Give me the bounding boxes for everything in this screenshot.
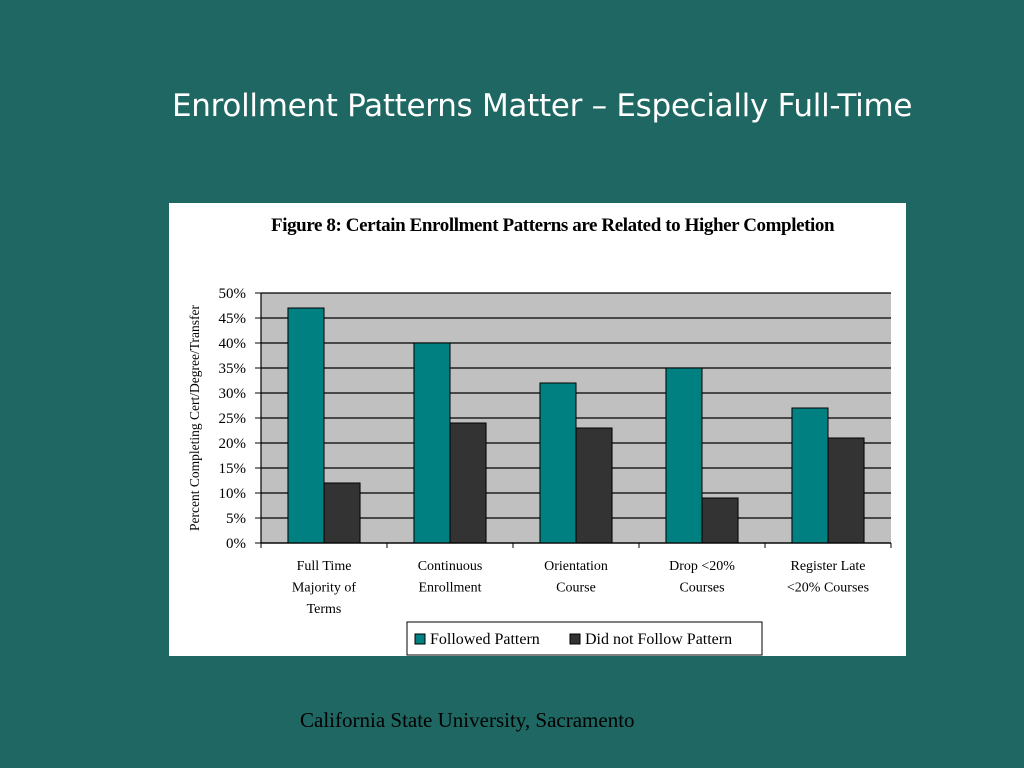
- bar-did-not-follow: [449, 422, 487, 544]
- x-tick-label: Continuous: [418, 559, 483, 574]
- chart-panel: Figure 8: Certain Enrollment Patterns ar…: [169, 203, 906, 656]
- x-tick-label: Drop <20%: [669, 559, 735, 574]
- x-tick-label: Course: [556, 581, 596, 596]
- x-tick-label: Register Late: [790, 559, 865, 574]
- y-tick-label: 30%: [219, 386, 247, 402]
- y-tick-label: 15%: [219, 461, 247, 477]
- bar-followed: [287, 307, 325, 544]
- x-tick-label: Courses: [679, 581, 724, 596]
- bar-did-not-follow: [701, 497, 739, 544]
- legend-box: [406, 621, 763, 656]
- bar-followed: [791, 407, 829, 544]
- y-tick-label: 0%: [226, 536, 246, 552]
- legend: Followed Pattern Did not Follow Pattern: [406, 621, 763, 656]
- y-tick-label: 5%: [226, 511, 246, 527]
- y-axis-title: Percent Completing Cert/Degree/Transfer: [187, 305, 202, 531]
- y-tick-label: 35%: [219, 361, 247, 377]
- x-tick-labels: Full Time Majority of Terms Continuous Enrol…: [292, 559, 869, 617]
- legend-swatch-did-not-follow: [569, 633, 581, 645]
- legend-label: Did not Follow Pattern: [585, 631, 732, 648]
- bar-did-not-follow: [827, 437, 865, 544]
- y-tick-label: 10%: [219, 486, 247, 502]
- x-tick-label: Enrollment: [419, 581, 482, 596]
- x-tick-label: Majority of: [292, 581, 356, 596]
- y-tick-label: 25%: [219, 411, 247, 427]
- bar-chart: 0% 5% 10% 15% 20% 25% 30% 35% 40% 45% 50% Full Tim…: [187, 286, 892, 656]
- y-tick-label: 45%: [219, 311, 247, 327]
- legend-swatch-followed: [414, 633, 426, 645]
- bars: [287, 307, 865, 544]
- y-tick-labels: 0% 5% 10% 15% 20% 25% 30% 35% 40% 45% 50%: [219, 286, 247, 552]
- x-tick-label: Orientation: [544, 559, 608, 574]
- bar-followed: [413, 342, 451, 544]
- x-tick-label: Full Time: [297, 559, 352, 574]
- bar-did-not-follow: [323, 482, 361, 544]
- y-tick-label: 20%: [219, 436, 247, 452]
- slide-title: Enrollment Patterns Matter – Especially …: [172, 88, 913, 124]
- bar-followed: [665, 367, 703, 544]
- y-tick-label: 40%: [219, 336, 247, 352]
- axes: [255, 292, 892, 548]
- chart-title: Figure 8: Certain Enrollment Patterns ar…: [271, 215, 835, 236]
- x-tick-label: Terms: [307, 602, 342, 617]
- legend-label: Followed Pattern: [430, 631, 540, 648]
- y-tick-label: 50%: [219, 286, 247, 302]
- x-tick-label: <20% Courses: [787, 581, 869, 596]
- bar-did-not-follow: [575, 427, 613, 544]
- footer-text: California State University, Sacramento: [300, 708, 635, 732]
- bar-followed: [539, 382, 577, 544]
